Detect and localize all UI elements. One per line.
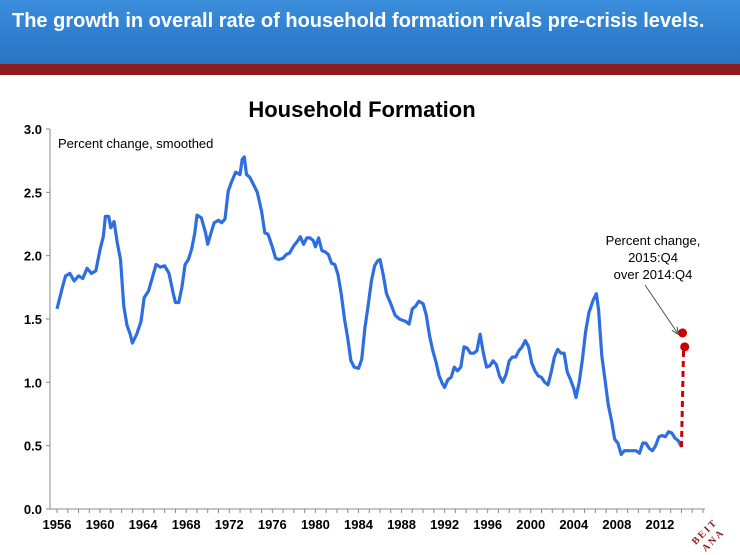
x-tick-label: 1980 xyxy=(301,517,330,532)
x-tick-label: 1976 xyxy=(258,517,287,532)
y-tick-label: 0.0 xyxy=(24,502,42,517)
annotation-text: 2015:Q4 xyxy=(628,250,678,265)
annotation-arrow xyxy=(644,284,679,335)
chart-subtitle: Percent change, smoothed xyxy=(58,136,213,151)
arrow-head xyxy=(671,326,680,335)
x-tick-label: 1992 xyxy=(430,517,459,532)
y-tick-label: 3.0 xyxy=(24,122,42,137)
x-tick-label: 2004 xyxy=(559,517,589,532)
x-tick-label: 1972 xyxy=(215,517,244,532)
x-tick-label: 1984 xyxy=(344,517,374,532)
y-tick-label: 2.5 xyxy=(24,185,42,200)
x-tick-label: 2008 xyxy=(602,517,631,532)
series-layer xyxy=(55,155,683,457)
slide-headline: The growth in overall rate of household … xyxy=(12,10,705,32)
annotation-layer: Percent change, 2015:Q4 over 2014:Q4 xyxy=(606,233,701,447)
x-tick-label: 2000 xyxy=(516,517,545,532)
y-tick-label: 1.5 xyxy=(24,312,42,327)
beit-ana-logo: BEIT ANA xyxy=(690,518,727,554)
projection-point xyxy=(680,342,690,352)
x-tick-label: 1988 xyxy=(387,517,416,532)
series-line xyxy=(55,155,683,457)
x-tick-label: 1968 xyxy=(172,517,201,532)
x-tick-label: 1960 xyxy=(86,517,115,532)
y-tick-label: 2.0 xyxy=(24,249,42,264)
chart-title: Household Formation xyxy=(248,97,475,122)
chart-axes: 0.0 0.5 1.0 1.5 2.0 2.5 3.0 1956 1960 1964 1968 197… xyxy=(24,122,705,532)
projection-dashed-line xyxy=(679,346,686,447)
headline-banner: The growth in overall rate of household … xyxy=(0,0,740,64)
annotation-text: over 2014:Q4 xyxy=(614,267,693,282)
annotation-text: Percent change, xyxy=(606,233,701,248)
x-tick-label: 2012 xyxy=(645,517,674,532)
x-tick-label: 1996 xyxy=(473,517,502,532)
x-tick-label: 1964 xyxy=(129,517,159,532)
y-tick-label: 1.0 xyxy=(24,375,42,390)
projection-point xyxy=(678,328,688,338)
x-tick-label: 1956 xyxy=(43,517,72,532)
household-formation-chart: Household Formation Percent change, smoo… xyxy=(24,97,705,532)
y-tick-label: 0.5 xyxy=(24,439,42,454)
accent-stripe xyxy=(0,64,740,75)
